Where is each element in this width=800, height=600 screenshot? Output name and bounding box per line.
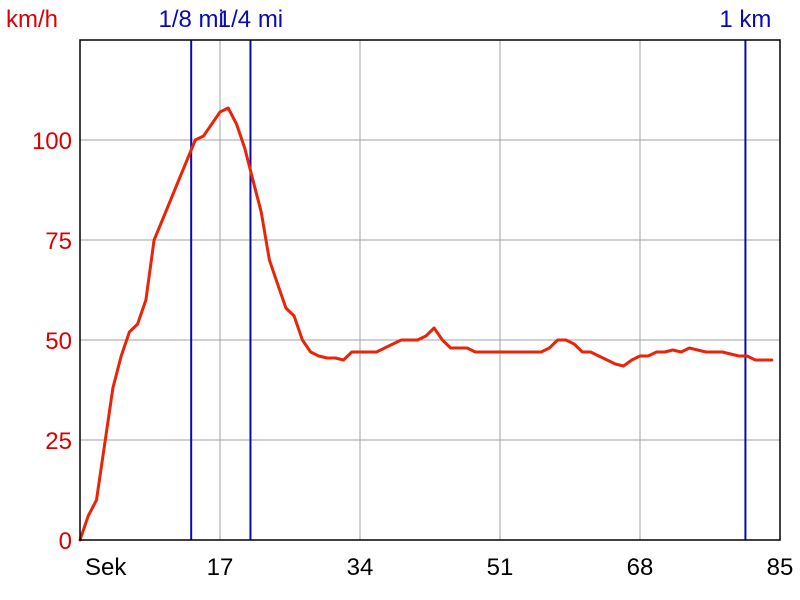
marker-label: 1/4 mi bbox=[218, 6, 283, 33]
x-tick-label: 68 bbox=[627, 554, 654, 581]
x-tick-label: 34 bbox=[347, 554, 374, 581]
x-axis-label: Sek bbox=[85, 554, 127, 581]
y-tick-label: 100 bbox=[32, 128, 72, 155]
y-tick-label: 25 bbox=[45, 428, 72, 455]
y-tick-label: 75 bbox=[45, 228, 72, 255]
marker-label: 1/8 mi bbox=[158, 6, 223, 33]
y-axis-label: km/h bbox=[6, 6, 58, 33]
marker-label: 1 km bbox=[719, 6, 771, 33]
series-group bbox=[78, 106, 774, 542]
y-tick-label: 50 bbox=[45, 328, 72, 355]
x-tick-label: 17 bbox=[207, 554, 234, 581]
x-tick-label: 85 bbox=[767, 554, 794, 581]
grid-lines bbox=[80, 40, 780, 540]
tick-labels: 0 25 50 75 100 17 34 51 68 85 bbox=[32, 128, 793, 581]
x-tick-label: 51 bbox=[487, 554, 514, 581]
y-tick-label: 0 bbox=[59, 528, 72, 555]
distance-markers: 1/8 mi1/4 mi 1 km bbox=[158, 6, 771, 540]
plot-frame bbox=[79, 39, 781, 541]
speed-line bbox=[78, 106, 774, 542]
